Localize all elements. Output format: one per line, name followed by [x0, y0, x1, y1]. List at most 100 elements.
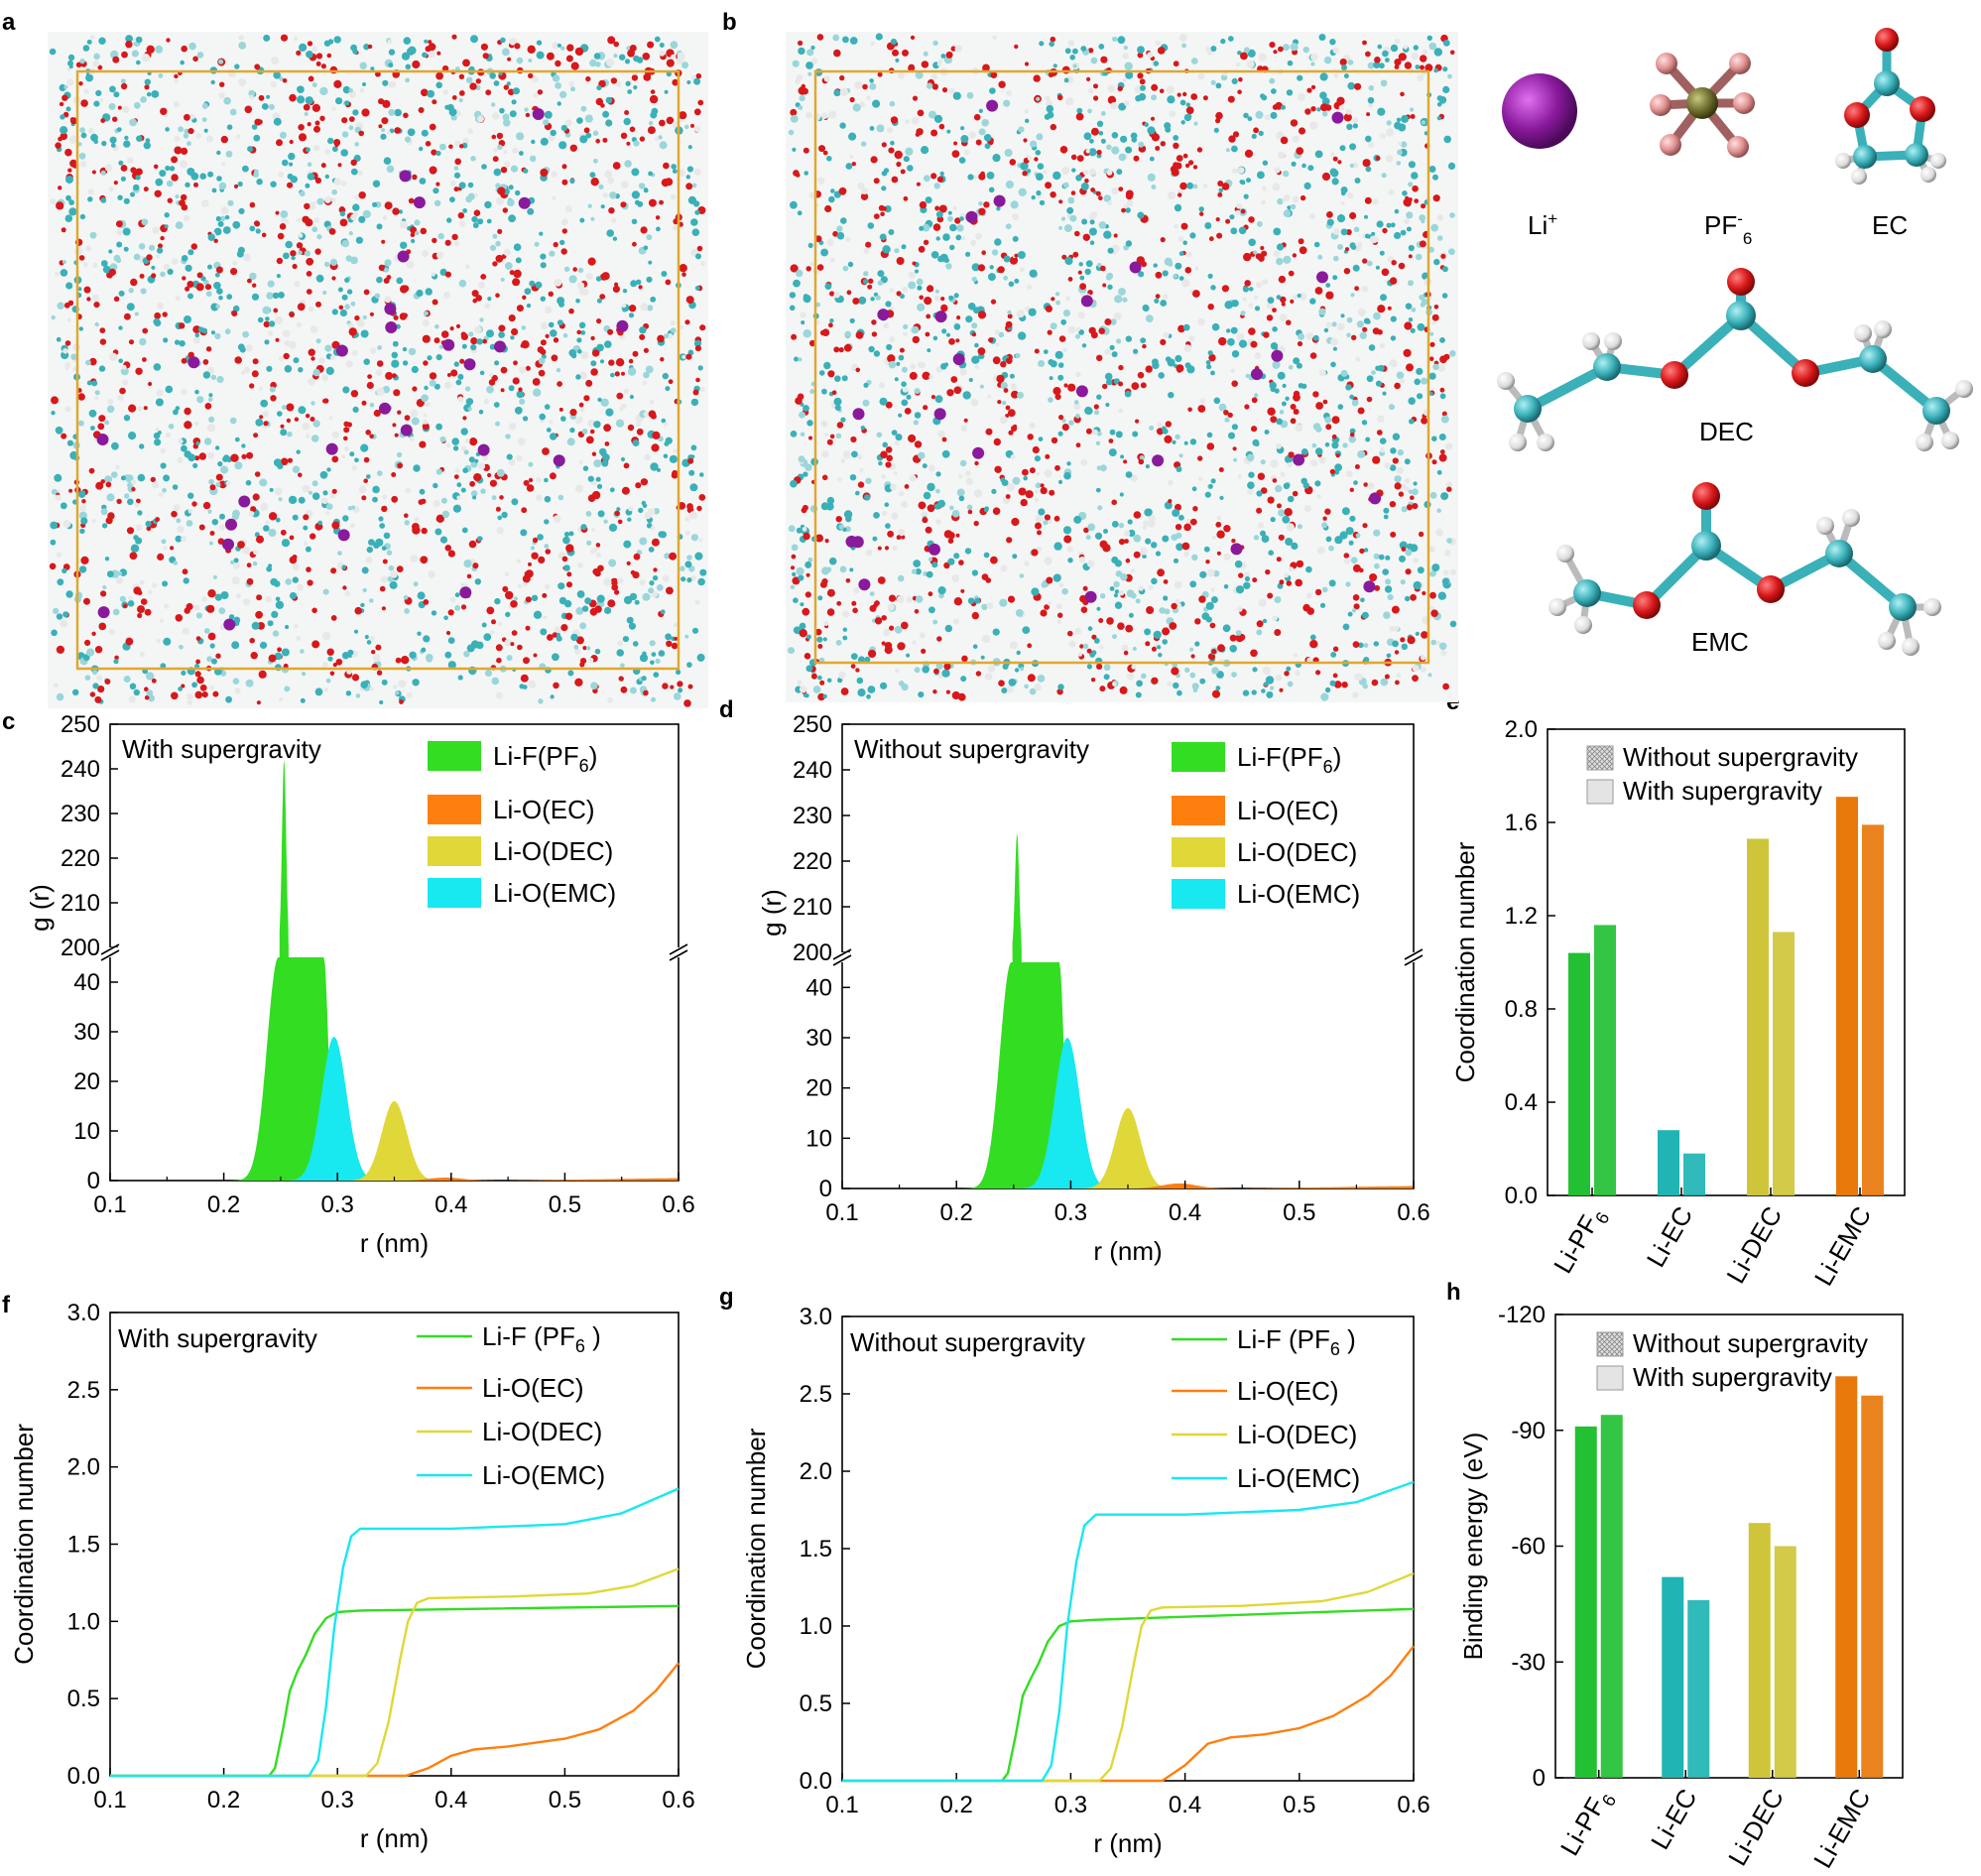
atom-dot	[320, 163, 326, 169]
atom-dot	[424, 311, 429, 316]
atom-dot	[1232, 446, 1237, 451]
atom-dot	[698, 538, 703, 543]
atom-dot	[695, 253, 701, 260]
atom-dot	[890, 483, 897, 491]
atom-dot	[647, 126, 656, 135]
atom-dot	[858, 296, 867, 305]
atom-dot	[62, 260, 66, 264]
atom-dot	[1313, 241, 1320, 248]
atom-dot	[1349, 163, 1355, 169]
atom-dot	[956, 315, 961, 320]
atom-dot	[814, 628, 822, 636]
atom-dot	[1060, 216, 1066, 221]
atom-dot	[146, 254, 153, 261]
atom-dot	[454, 158, 462, 166]
atom-dot	[1223, 525, 1231, 533]
atom-dot	[439, 143, 446, 151]
atom-dot	[445, 630, 451, 636]
atom-dot	[396, 451, 403, 458]
atom-dot	[953, 553, 960, 560]
atom-dot	[903, 156, 910, 163]
atom-dot	[1111, 556, 1119, 564]
atom-dot	[538, 357, 546, 365]
atom-dot	[500, 37, 506, 44]
atom-dot	[166, 38, 171, 43]
atom-dot	[1069, 55, 1075, 61]
atom-dot	[1247, 488, 1254, 495]
atom-dot	[86, 39, 92, 45]
atom-dot	[1354, 286, 1359, 292]
atom-dot	[864, 494, 871, 501]
atom-dot	[1029, 467, 1036, 474]
atom-dot	[974, 597, 981, 604]
atom-dot	[405, 487, 412, 494]
atom-dot	[192, 462, 198, 468]
atom-dot	[317, 520, 323, 526]
atom-dot	[648, 410, 657, 419]
atom-dot	[881, 186, 887, 191]
atom-dot	[449, 596, 456, 603]
atom-dot	[1003, 99, 1011, 107]
atom-dot	[574, 678, 583, 687]
atom-dot	[557, 582, 565, 590]
atom-dot	[297, 583, 304, 591]
atom-dot	[700, 261, 706, 267]
atom-dot	[350, 256, 358, 265]
atom-dot	[423, 419, 429, 425]
atom-dot	[830, 188, 835, 193]
atom-dot	[898, 490, 905, 497]
atom-dot	[1121, 207, 1126, 213]
atom-dot	[1372, 327, 1380, 335]
atom-dot	[268, 103, 275, 110]
atom-dot	[413, 581, 419, 587]
atom-dot	[1332, 156, 1338, 162]
atom-dot	[502, 48, 510, 57]
atom-dot	[310, 417, 315, 422]
atom-dot	[1345, 527, 1354, 536]
atom-dot	[127, 498, 134, 506]
atom-dot	[839, 122, 846, 129]
atom-dot	[372, 180, 381, 188]
atom-dot	[1337, 322, 1345, 331]
atom-dot	[267, 620, 274, 627]
atom-dot	[636, 279, 642, 285]
atom-dot	[670, 193, 677, 200]
atom-dot	[1330, 152, 1335, 158]
atom-dot	[1410, 593, 1417, 601]
atom-dot	[1448, 248, 1455, 256]
atom-dot	[258, 670, 267, 679]
atom-dot	[877, 270, 885, 278]
atom-dot	[1270, 517, 1276, 523]
atom-dot	[1106, 617, 1114, 625]
atom-dot	[1315, 402, 1323, 410]
atom-dot	[919, 361, 926, 369]
atom-dot	[1066, 546, 1073, 553]
atom-dot	[1410, 495, 1415, 501]
atom-dot	[331, 197, 336, 203]
atom-dot	[1290, 418, 1297, 425]
atom-dot	[233, 616, 241, 624]
atom-dot	[1433, 67, 1438, 73]
atom-dot	[457, 675, 463, 681]
atom-dot	[230, 453, 239, 462]
atom-dot	[1285, 396, 1290, 401]
atom-dot	[550, 694, 555, 699]
atom-dot	[922, 223, 930, 232]
atom-dot	[213, 227, 222, 236]
atom-dot	[1104, 318, 1112, 325]
atom-dot	[139, 337, 147, 346]
atom-dot	[913, 420, 919, 426]
atom-dot	[576, 337, 582, 343]
atom-dot	[1256, 620, 1264, 628]
atom-dot	[112, 56, 120, 63]
atom-dot	[1181, 542, 1190, 551]
atom-dot	[1096, 465, 1102, 471]
atom-dot	[799, 629, 807, 638]
atom-dot	[1316, 107, 1321, 112]
atom-dot	[1380, 133, 1386, 139]
atom-dot	[982, 63, 990, 72]
atom-dot	[906, 596, 914, 603]
atom-dot	[932, 40, 938, 47]
atom-dot	[1367, 96, 1375, 104]
atom-dot	[338, 305, 344, 311]
